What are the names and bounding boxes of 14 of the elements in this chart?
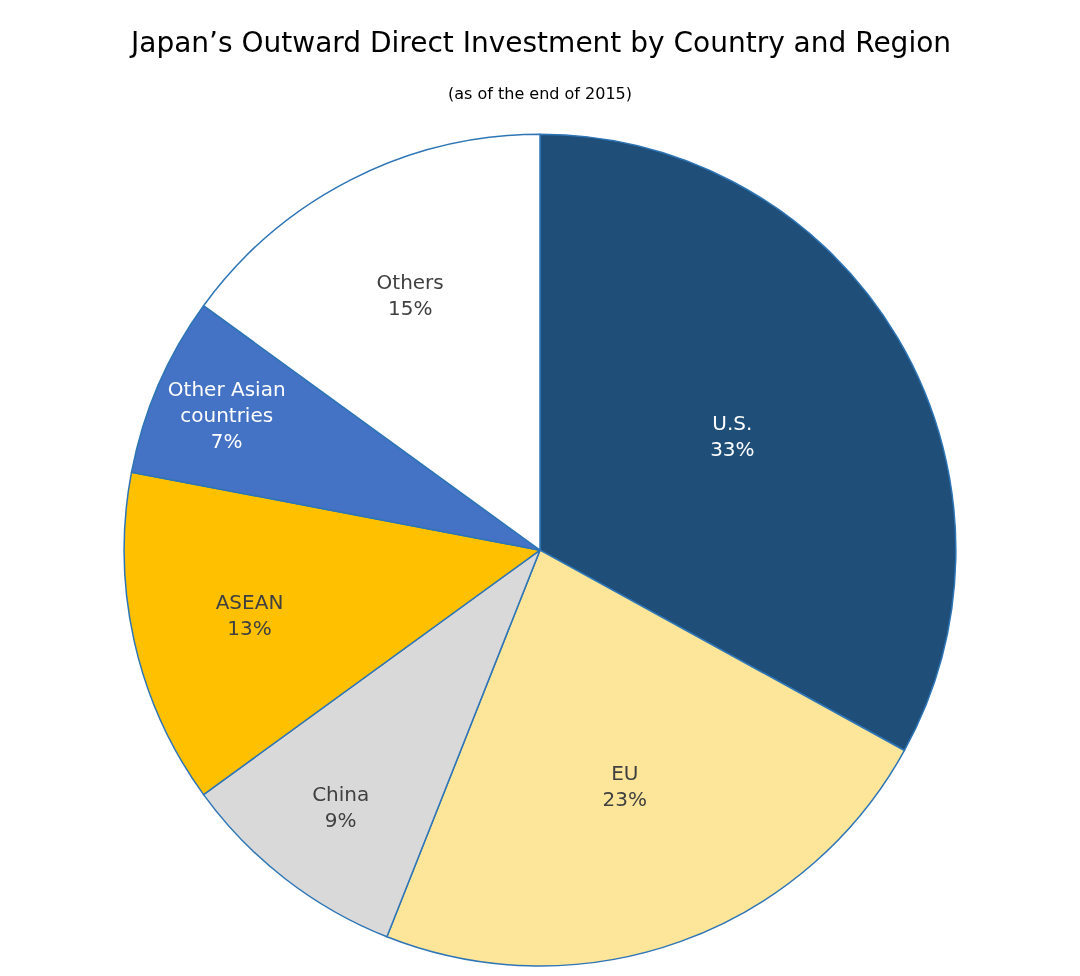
slice-label: Others — [376, 270, 444, 295]
data-label: 23% — [602, 786, 648, 811]
data-label: 9% — [324, 808, 357, 833]
data-label: 13% — [227, 616, 272, 641]
slice-label: ASEAN — [215, 590, 284, 615]
chart-subtitle: (as of the end of 2015) — [448, 84, 633, 103]
slice-label: EU — [611, 760, 639, 785]
slice-label: Other Asian countries — [167, 376, 286, 427]
data-label: 7% — [210, 428, 243, 453]
slice-label: China — [312, 782, 370, 807]
data-label: 33% — [710, 437, 755, 462]
slice-label: U.S. — [712, 411, 753, 436]
chart-title: Japan’s Outward Direct Investment by Country and Region — [129, 26, 952, 59]
data-label: 15% — [387, 296, 433, 321]
